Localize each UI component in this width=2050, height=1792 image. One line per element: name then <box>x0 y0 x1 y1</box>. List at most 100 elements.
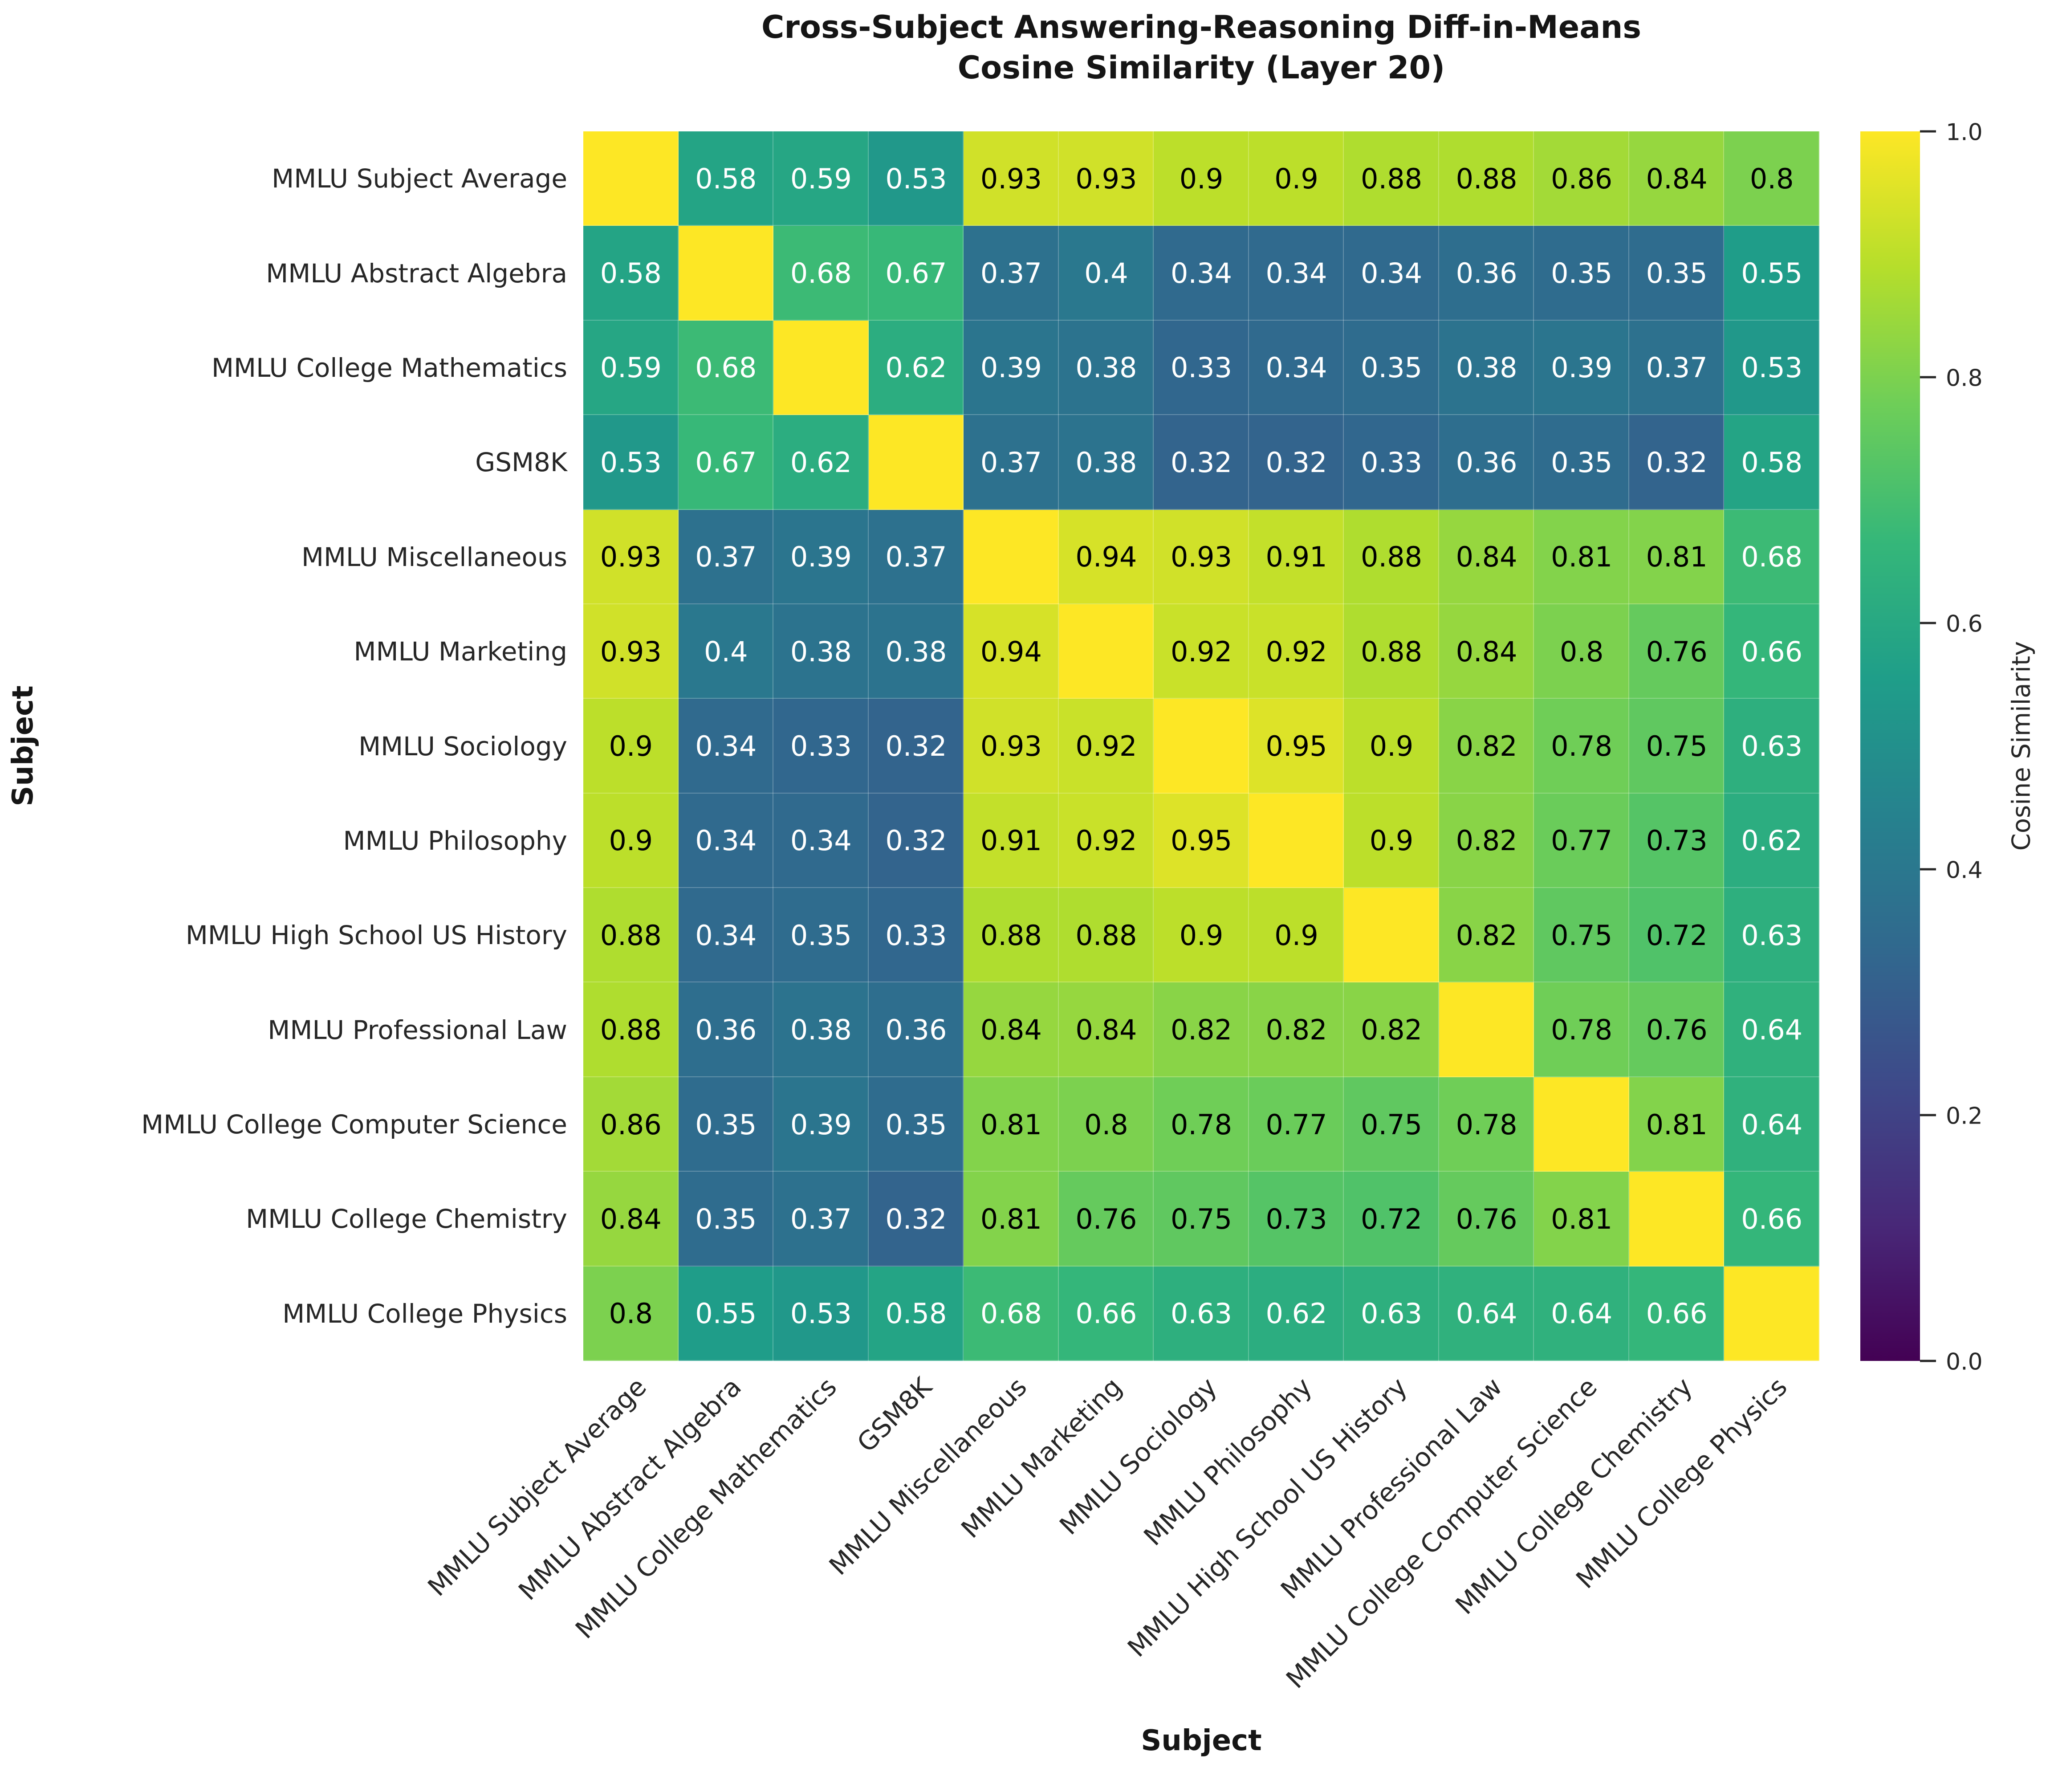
heatmap-cell: 0.9 <box>1154 131 1249 226</box>
heatmap-cell: 0.34 <box>1249 226 1344 321</box>
heatmap-cell: 0.38 <box>868 604 964 699</box>
heatmap-cell: 0.9 <box>1344 793 1439 888</box>
heatmap-cell: 0.39 <box>1534 320 1629 415</box>
heatmap-cell: 0.33 <box>1154 320 1249 415</box>
heatmap-cell: 0.53 <box>868 131 964 226</box>
heatmap-cell: 0.36 <box>678 982 774 1077</box>
heatmap-cell: 0.84 <box>583 1172 679 1267</box>
heatmap-cell: 0.38 <box>1058 320 1154 415</box>
colorbar-tick-mark <box>1920 868 1936 871</box>
heatmap-cell: 0.88 <box>964 888 1059 983</box>
y-tick-label: MMLU Miscellaneous <box>301 542 567 572</box>
y-tick-label: MMLU Sociology <box>358 731 567 762</box>
heatmap-cell: 0.8 <box>1724 131 1819 226</box>
heatmap-cell: 0.84 <box>1629 131 1725 226</box>
chart-title-line2: Cosine Similarity (Layer 20) <box>957 49 1445 86</box>
colorbar-tick-mark <box>1920 1114 1936 1116</box>
heatmap-cell: 0.81 <box>1629 509 1725 604</box>
heatmap-cell: 0.64 <box>1534 1266 1629 1361</box>
heatmap-cell: 0.82 <box>1439 888 1534 983</box>
colorbar-tick-mark <box>1920 130 1936 133</box>
heatmap-cell <box>583 131 679 226</box>
heatmap-cell: 0.34 <box>1249 320 1344 415</box>
heatmap-cell: 0.78 <box>1534 699 1629 794</box>
colorbar-label: Cosine Similarity <box>2007 641 2036 851</box>
heatmap-cell: 0.67 <box>868 226 964 321</box>
heatmap-cell: 0.35 <box>1534 226 1629 321</box>
heatmap-cell <box>1249 793 1344 888</box>
heatmap-cell: 0.91 <box>964 793 1059 888</box>
heatmap-cell: 0.35 <box>678 1172 774 1267</box>
heatmap-cell: 0.9 <box>1154 888 1249 983</box>
heatmap-cell: 0.82 <box>1249 982 1344 1077</box>
heatmap-cell: 0.95 <box>1249 699 1344 794</box>
heatmap-cell: 0.38 <box>773 982 869 1077</box>
heatmap-cell <box>868 415 964 510</box>
heatmap-cell: 0.88 <box>583 888 679 983</box>
heatmap-cell: 0.34 <box>678 888 774 983</box>
heatmap-cell: 0.9 <box>583 793 679 888</box>
heatmap-cell: 0.84 <box>1439 604 1534 699</box>
heatmap-cell: 0.37 <box>964 415 1059 510</box>
heatmap-cell: 0.84 <box>1439 509 1534 604</box>
heatmap-cell: 0.59 <box>583 320 679 415</box>
heatmap-cell: 0.9 <box>583 699 679 794</box>
heatmap-cell: 0.33 <box>868 888 964 983</box>
heatmap-cell: 0.81 <box>1629 1077 1725 1172</box>
heatmap-cell: 0.35 <box>678 1077 774 1172</box>
heatmap-cell: 0.64 <box>1724 982 1819 1077</box>
heatmap-cell: 0.32 <box>868 793 964 888</box>
heatmap-cell: 0.8 <box>1058 1077 1154 1172</box>
heatmap-cell: 0.8 <box>1534 604 1629 699</box>
heatmap-cell: 0.82 <box>1439 793 1534 888</box>
colorbar-tick-label: 0.2 <box>1946 1103 1983 1130</box>
heatmap-cell: 0.84 <box>1058 982 1154 1077</box>
heatmap-cell: 0.36 <box>1439 415 1534 510</box>
heatmap-cell: 0.88 <box>1344 509 1439 604</box>
heatmap-cell <box>964 509 1059 604</box>
heatmap-cell: 0.62 <box>1724 793 1819 888</box>
heatmap-cell: 0.34 <box>678 699 774 794</box>
heatmap-cell: 0.81 <box>1534 509 1629 604</box>
colorbar-tick-mark <box>1920 622 1936 624</box>
heatmap-cell: 0.75 <box>1629 699 1725 794</box>
heatmap-cell: 0.35 <box>868 1077 964 1172</box>
heatmap-cell: 0.58 <box>583 226 679 321</box>
heatmap-cell: 0.63 <box>1344 1266 1439 1361</box>
heatmap-cell: 0.62 <box>868 320 964 415</box>
y-tick-label: GSM8K <box>475 447 567 478</box>
heatmap-cell: 0.55 <box>1724 226 1819 321</box>
heatmap-cell: 0.93 <box>1058 131 1154 226</box>
heatmap-cell: 0.53 <box>1724 320 1819 415</box>
chart-title-line1: Cross-Subject Answering-Reasoning Diff-i… <box>761 9 1641 45</box>
heatmap-cell <box>1344 888 1439 983</box>
colorbar-tick-label: 0.4 <box>1946 856 1983 884</box>
heatmap-cell: 0.81 <box>964 1077 1059 1172</box>
heatmap-cell: 0.88 <box>1344 131 1439 226</box>
heatmap-cell: 0.93 <box>964 699 1059 794</box>
heatmap-cell: 0.93 <box>964 131 1059 226</box>
y-tick-label: MMLU Professional Law <box>268 1014 567 1045</box>
heatmap-cell: 0.4 <box>1058 226 1154 321</box>
heatmap-cell: 0.37 <box>868 509 964 604</box>
heatmap-cell: 0.9 <box>1249 888 1344 983</box>
y-tick-label: MMLU High School US History <box>185 920 567 951</box>
heatmap-cell <box>1154 699 1249 794</box>
heatmap-cell: 0.93 <box>1154 509 1249 604</box>
heatmap-cell: 0.75 <box>1344 1077 1439 1172</box>
heatmap-cell: 0.63 <box>1724 888 1819 983</box>
heatmap-cell: 0.62 <box>1249 1266 1344 1361</box>
heatmap-cell <box>678 226 774 321</box>
heatmap-cell: 0.34 <box>1344 226 1439 321</box>
heatmap-cell <box>1724 1266 1819 1361</box>
heatmap-cell <box>1058 604 1154 699</box>
heatmap-cell: 0.33 <box>773 699 869 794</box>
heatmap-cell: 0.73 <box>1249 1172 1344 1267</box>
heatmap-cell: 0.91 <box>1249 509 1344 604</box>
colorbar-tick-label: 0.6 <box>1946 611 1983 638</box>
heatmap-cell: 0.94 <box>964 604 1059 699</box>
heatmap-cell: 0.38 <box>1058 415 1154 510</box>
heatmap-cell: 0.75 <box>1534 888 1629 983</box>
heatmap-cell: 0.59 <box>773 131 869 226</box>
heatmap-cell: 0.37 <box>773 1172 869 1267</box>
